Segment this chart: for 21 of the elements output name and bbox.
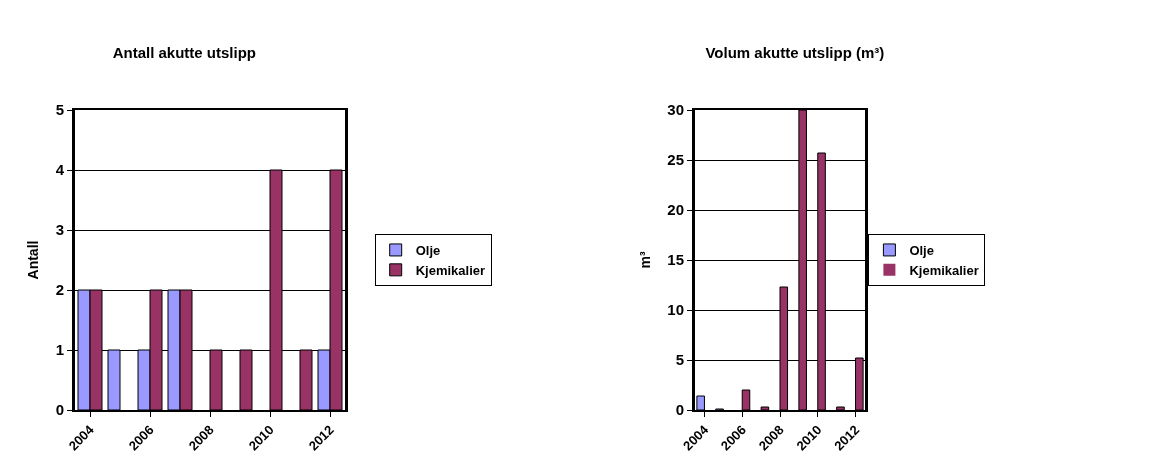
y-axis-title: m³ <box>636 251 653 269</box>
legend-label: Olje <box>415 243 441 259</box>
y-tick-label: 3 <box>55 221 64 239</box>
y-tick-label: 10 <box>667 301 684 319</box>
y-tick-label: 5 <box>55 101 64 119</box>
chart-title: Antall akutte utslipp <box>112 43 256 61</box>
y-tick-label: 2 <box>55 281 64 299</box>
legend-label: Olje <box>909 243 934 259</box>
y-tick-label: 4 <box>55 161 65 179</box>
y-tick-label: 0 <box>55 401 64 419</box>
y-tick-label: 25 <box>667 151 684 169</box>
y-tick-label: 1 <box>55 341 64 359</box>
y-tick-label: 30 <box>667 101 684 119</box>
y-tick-label: 0 <box>675 401 684 419</box>
legend-label: Kjemikalier <box>909 262 979 278</box>
y-axis-title: Antall <box>25 240 42 280</box>
y-tick-label: 20 <box>667 201 684 219</box>
legend-label: Kjemikalier <box>415 262 486 278</box>
y-tick-label: 15 <box>667 251 684 269</box>
y-tick-label: 5 <box>675 351 684 369</box>
chart-title: Volum akutte utslipp (m³) <box>705 43 885 61</box>
